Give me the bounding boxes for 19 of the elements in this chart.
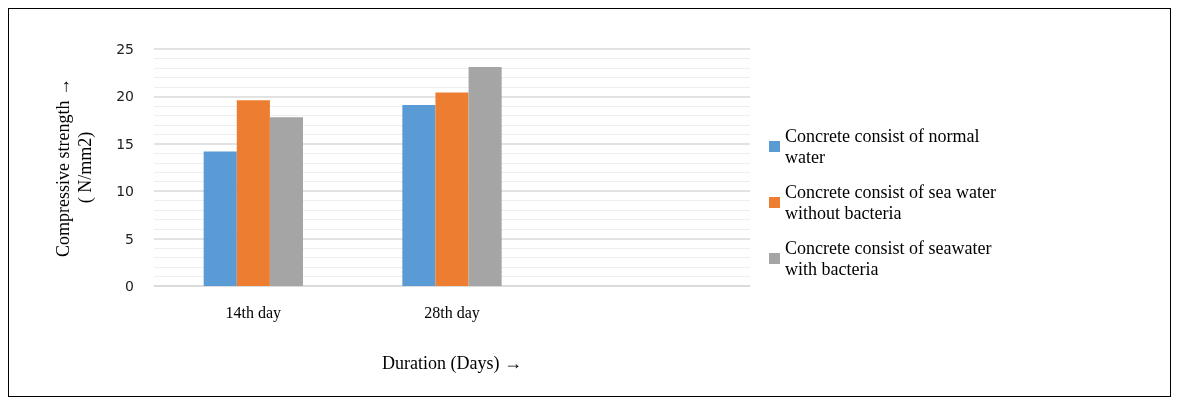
x-axis-title: Duration (Days) → xyxy=(382,353,522,374)
x-tick-label: 28th day xyxy=(424,303,480,322)
legend-label: Concrete consist of normal water xyxy=(785,126,984,167)
bar xyxy=(468,67,502,286)
y-tick-label: 5 xyxy=(125,230,134,247)
x-tick-label: 14th day xyxy=(225,303,282,322)
y-axis-title: Compressive strength → ( N/mm2) xyxy=(53,78,96,257)
y-tick-label: 15 xyxy=(116,135,134,152)
legend-label: Concrete consist of sea water without bacteria xyxy=(785,182,1001,223)
y-tick-label: 25 xyxy=(116,41,134,57)
bar xyxy=(203,151,237,286)
y-tick-label: 0 xyxy=(125,278,134,294)
bar xyxy=(269,117,303,286)
y-tick-label: 20 xyxy=(116,88,134,105)
legend-label: Concrete consist of seawater with bacteria xyxy=(785,238,996,279)
y-tick-label: 10 xyxy=(116,183,134,200)
bar xyxy=(435,92,469,286)
bar xyxy=(402,104,436,286)
bar xyxy=(236,100,270,286)
